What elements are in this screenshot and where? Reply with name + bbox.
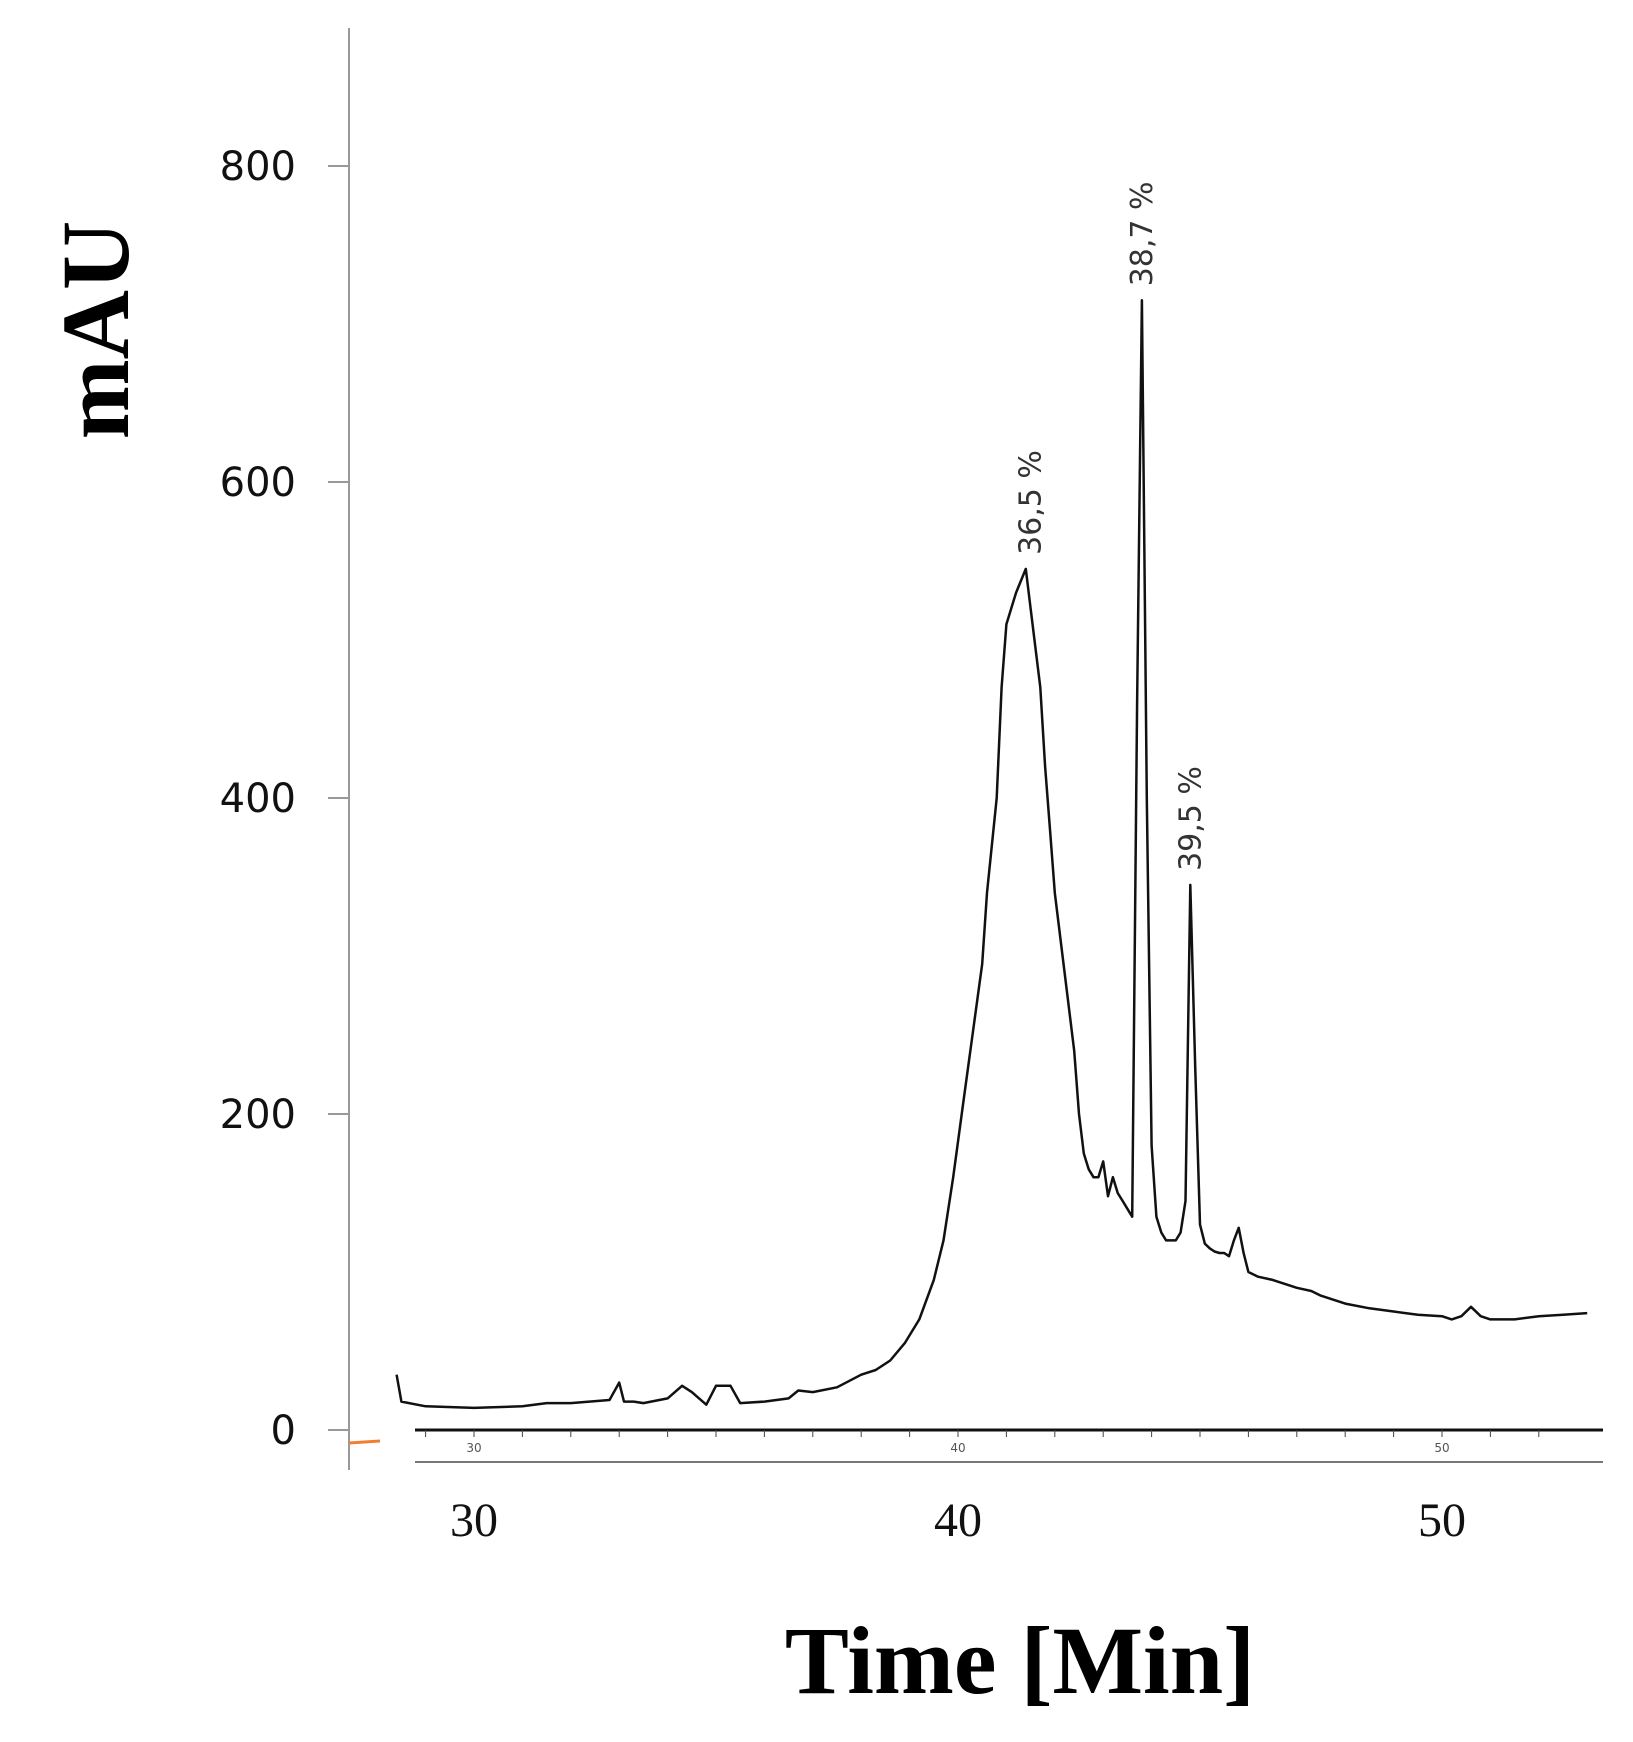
x-axis-title: Time [Min] xyxy=(785,1607,1255,1714)
y-tick-label: 800 xyxy=(220,144,296,190)
y-tick-label: 200 xyxy=(220,1092,296,1138)
peak-label: 39,5 % xyxy=(1173,766,1208,871)
y-axis-title: mAU xyxy=(42,221,149,440)
y-tick-label: 400 xyxy=(220,776,296,822)
x-tick-label: 30 xyxy=(450,1494,498,1547)
peak-label: 36,5 % xyxy=(1014,450,1049,555)
y-tick-label: 600 xyxy=(220,460,296,506)
mini-tick-label: 40 xyxy=(950,1441,965,1455)
y-axis-ticks: 0 200 400 600 800 xyxy=(220,144,349,1454)
peak-label: 38,7 % xyxy=(1125,181,1160,286)
mini-tick-label: 50 xyxy=(1434,1441,1449,1455)
baseline-marker xyxy=(348,1439,381,1445)
mini-axis-ticks: 30 40 50 xyxy=(425,1430,1540,1455)
chromatogram-trace xyxy=(395,299,1588,1410)
x-axis-ticks: 30 40 50 xyxy=(450,1494,1466,1547)
x-tick-label: 40 xyxy=(934,1494,982,1547)
y-tick-label: 0 xyxy=(271,1408,296,1454)
x-tick-label: 50 xyxy=(1418,1494,1466,1547)
peak-labels: 36,5 % 38,7 % 39,5 % xyxy=(1014,181,1209,870)
mini-tick-label: 30 xyxy=(466,1441,481,1455)
